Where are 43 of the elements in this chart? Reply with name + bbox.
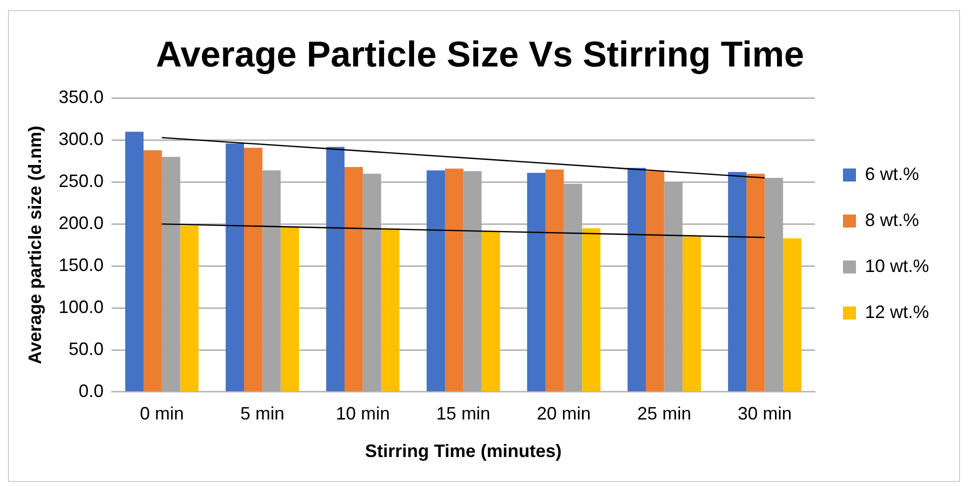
- bar: [244, 148, 262, 392]
- bar: [682, 236, 701, 392]
- y-tick-label: 300.0: [58, 129, 104, 150]
- bar: [381, 228, 400, 392]
- legend-label: 8 wt.%: [864, 210, 920, 230]
- bar: [783, 238, 802, 392]
- bar: [144, 150, 162, 392]
- bar: [326, 146, 344, 392]
- x-tick-label: 25 min: [637, 404, 692, 424]
- y-tick-label: 250.0: [58, 171, 104, 192]
- bar: [728, 172, 746, 392]
- bar: [482, 232, 500, 392]
- bar: [646, 171, 664, 392]
- legend-label: 10 wt.%: [864, 256, 930, 276]
- y-axis-title: Average particle size (d.nm): [24, 126, 45, 364]
- y-tick-label: 350.0: [58, 87, 104, 108]
- bar: [545, 170, 564, 392]
- y-tick-label: 50.0: [68, 338, 104, 359]
- bar: [582, 228, 600, 392]
- bar: [527, 172, 546, 392]
- bar: [426, 170, 445, 392]
- bar: [628, 168, 646, 392]
- y-tick-label: 100.0: [58, 296, 104, 317]
- bar: [746, 174, 765, 392]
- bar: [444, 168, 464, 392]
- y-tick-label: 0.0: [78, 380, 104, 401]
- legend-label: 6 wt.%: [864, 164, 920, 184]
- x-axis-title: Stirring Time (minutes): [364, 441, 562, 462]
- x-tick-label: 15 min: [436, 404, 490, 424]
- x-tick-label: 10 min: [336, 404, 390, 424]
- x-tick-label: 5 min: [240, 404, 284, 424]
- bar: [280, 226, 300, 392]
- bar: [180, 226, 199, 392]
- y-tick-label: 150.0: [58, 254, 104, 275]
- bar: [344, 166, 363, 392]
- y-tick-label: 200.0: [58, 212, 104, 233]
- bar: [226, 144, 244, 392]
- chart-title: Average Particle Size Vs Stirring Time: [156, 34, 804, 75]
- bar: [125, 132, 144, 392]
- legend-label: 12 wt.%: [864, 302, 930, 322]
- x-tick-label: 20 min: [536, 404, 591, 424]
- x-tick-label: 0 min: [140, 404, 184, 424]
- x-tick-label: 30 min: [738, 404, 792, 424]
